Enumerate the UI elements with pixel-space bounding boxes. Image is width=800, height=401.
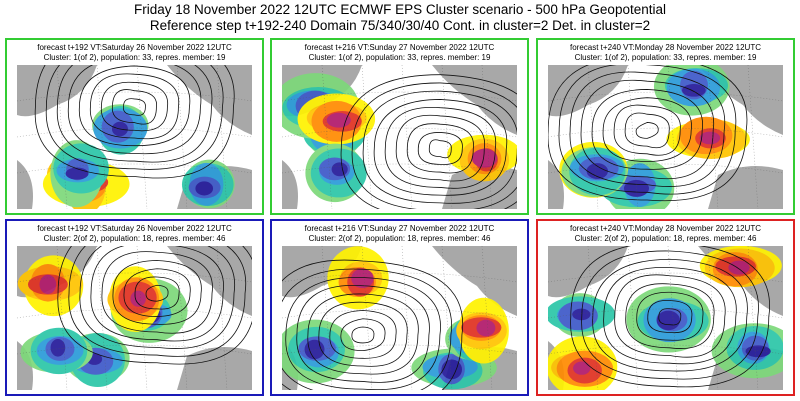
contour-layer — [570, 246, 770, 388]
panel-cluster1-t216[interactable]: forecast t+216 VT:Sunday 27 November 202… — [270, 38, 529, 215]
panel-cluster-label: Cluster: 2(of 2), population: 18, repres… — [43, 234, 226, 243]
panel-cluster2-t216[interactable]: forecast t+216 VT:Sunday 27 November 202… — [270, 219, 529, 396]
panel-cluster-label: Cluster: 1(of 2), population: 33, repres… — [43, 53, 226, 62]
contour-layer — [57, 246, 252, 365]
map-canvas — [17, 65, 252, 209]
panel-cluster-label: Cluster: 1(of 2), population: 33, repres… — [308, 53, 491, 62]
map-canvas — [548, 65, 783, 209]
map-canvas — [17, 246, 252, 390]
panel-cluster1-t240[interactable]: forecast t+240 VT:Monday 28 November 202… — [536, 38, 795, 215]
panel-cluster2-t240[interactable]: forecast t+240 VT:Monday 28 November 202… — [536, 219, 795, 396]
anomaly-layer — [559, 65, 750, 209]
panel-forecast-label: forecast t+240 VT:Monday 28 November 202… — [570, 224, 761, 233]
contour-layer — [340, 74, 517, 209]
contour-layer — [34, 65, 235, 179]
panel-forecast-label: forecast t+216 VT:Sunday 27 November 202… — [304, 224, 495, 233]
geopotential-map — [17, 246, 252, 390]
anomaly-layer — [42, 104, 235, 209]
anomaly-layer — [282, 73, 517, 203]
graticule-layer — [282, 246, 517, 390]
geopotential-map — [548, 246, 783, 390]
geopotential-map — [17, 65, 252, 209]
geopotential-map — [282, 65, 517, 209]
graticule-layer — [17, 65, 252, 209]
contour-layer — [548, 65, 748, 202]
page-subtitle: Reference step t+192-240 Domain 75/340/3… — [149, 18, 651, 33]
graticule-layer — [282, 65, 517, 209]
geopotential-map — [548, 65, 783, 209]
panel-cluster-label: Cluster: 2(of 2), population: 18, repres… — [574, 234, 757, 243]
panel-forecast-label: forecast t+192 VT:Saturday 26 November 2… — [37, 224, 232, 233]
panel-forecast-label: forecast t+240 VT:Monday 28 November 202… — [570, 43, 761, 52]
panel-cluster-label: Cluster: 1(of 2), population: 33, repres… — [574, 53, 757, 62]
panel-forecast-label: forecast t+192 VT:Saturday 26 November 2… — [37, 43, 232, 52]
page-title: Friday 18 November 2022 12UTC ECMWF EPS … — [134, 2, 666, 17]
panel-cluster1-t192[interactable]: forecast t+192 VT:Saturday 26 November 2… — [5, 38, 264, 215]
graticule-layer — [548, 246, 783, 390]
contour-layer — [282, 259, 464, 390]
anomaly-layer — [548, 246, 783, 390]
panel-cluster2-t192[interactable]: forecast t+192 VT:Saturday 26 November 2… — [5, 219, 264, 396]
geopotential-map — [282, 246, 517, 390]
graticule-layer — [17, 246, 252, 390]
map-canvas — [548, 246, 783, 390]
map-canvas — [282, 65, 517, 209]
panel-forecast-label: forecast t+216 VT:Sunday 27 November 202… — [304, 43, 495, 52]
graticule-layer — [548, 65, 783, 209]
map-canvas — [282, 246, 517, 390]
panel-cluster-label: Cluster: 2(of 2), population: 18, repres… — [308, 234, 491, 243]
